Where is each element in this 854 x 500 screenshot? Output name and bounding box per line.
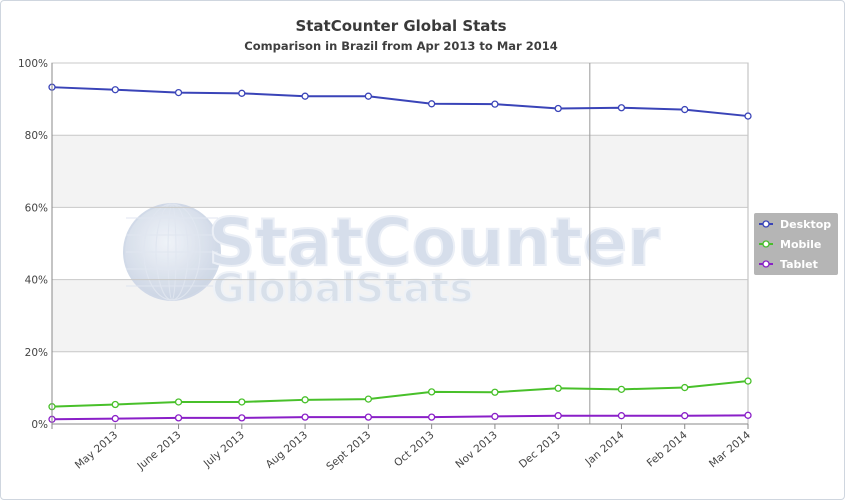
data-point-mobile (744, 377, 752, 385)
y-tick-label: 60% (25, 202, 48, 214)
data-point-mobile (681, 383, 689, 392)
data-point-mobile (427, 388, 436, 396)
y-tick-label: 20% (25, 347, 48, 359)
series-line-tablet (51, 414, 749, 421)
data-point-tablet (744, 411, 752, 419)
data-point-tablet (364, 413, 373, 421)
x-tick-label: Dec 2013 (517, 429, 563, 471)
x-tick-label: Oct 2013 (392, 429, 437, 469)
chart-subtitle: Comparison in Brazil from Apr 2013 to Ma… (244, 39, 558, 53)
data-point-tablet (111, 414, 119, 423)
grid-band (52, 135, 748, 208)
watermark-text-secondary: GlobalStats (212, 266, 473, 312)
x-tick-label: Jan 2014 (582, 429, 626, 469)
data-point-mobile (111, 400, 119, 409)
series-line-desktop (51, 86, 749, 118)
x-tick-label: Aug 2013 (264, 429, 310, 471)
legend-label-desktop[interactable]: Desktop (780, 218, 831, 231)
chart-legend: Desktop Mobile Tablet (754, 213, 838, 275)
x-tick-label: May 2013 (73, 429, 120, 471)
x-tick-label: Sept 2013 (324, 429, 373, 473)
data-point-mobile (364, 395, 373, 403)
data-point-mobile (301, 396, 309, 404)
x-tick-label: Nov 2013 (453, 429, 499, 471)
data-point-mobile (491, 388, 499, 396)
chart-title: StatCounter Global Stats (295, 17, 507, 35)
legend-swatch-marker (762, 220, 770, 228)
x-tick-label: June 2013 (134, 429, 183, 473)
data-point-tablet (617, 412, 626, 420)
data-point-desktop (617, 104, 626, 112)
y-tick-label: 80% (25, 130, 48, 142)
y-tick-label: 40% (25, 275, 48, 287)
data-point-desktop (301, 92, 309, 100)
watermark-text: StatCounter (208, 204, 660, 281)
data-point-desktop (554, 104, 562, 113)
data-point-mobile (174, 398, 183, 406)
x-tick-label: Mar 2014 (707, 429, 753, 470)
data-point-mobile (238, 398, 246, 406)
data-point-tablet (301, 413, 309, 421)
data-point-desktop (238, 89, 246, 97)
data-point-desktop (491, 100, 499, 108)
data-point-tablet (174, 414, 183, 422)
data-point-desktop (364, 92, 373, 100)
y-tick-label: 0% (31, 419, 48, 431)
globe-meridian (143, 203, 201, 301)
data-point-tablet (554, 412, 562, 420)
data-point-tablet (491, 412, 499, 421)
data-point-tablet (238, 414, 246, 422)
plot-area (51, 62, 749, 425)
legend-box (754, 213, 838, 275)
legend-label-tablet[interactable]: Tablet (780, 258, 818, 271)
data-point-desktop (111, 86, 119, 94)
data-point-desktop (427, 100, 436, 108)
legend-swatch-marker (762, 260, 770, 268)
y-tick-label: 100% (18, 58, 48, 70)
legend-label-mobile[interactable]: Mobile (780, 238, 821, 251)
data-point-desktop (174, 88, 183, 97)
data-point-desktop (681, 105, 689, 114)
series-line-mobile (51, 380, 749, 408)
x-tick-label: July 2013 (201, 429, 247, 470)
legend-swatch-marker (762, 240, 770, 248)
x-tick-label: Feb 2014 (645, 429, 690, 470)
data-point-tablet (681, 412, 689, 420)
data-point-mobile (617, 385, 626, 393)
data-point-tablet (427, 413, 436, 421)
data-point-desktop (744, 112, 752, 120)
data-point-mobile (554, 384, 562, 392)
